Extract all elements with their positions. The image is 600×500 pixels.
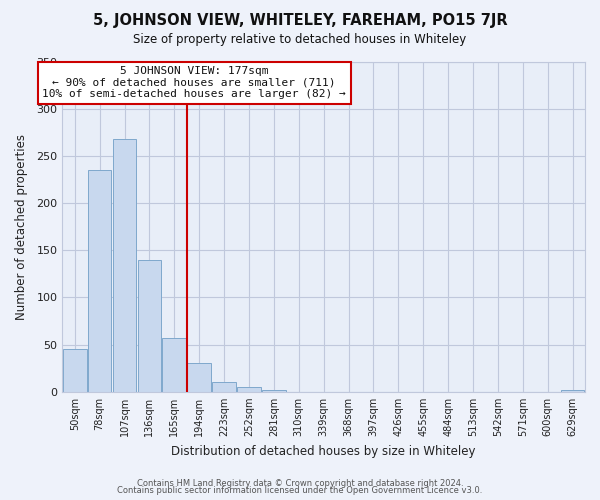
- Bar: [137, 260, 161, 392]
- Text: Contains HM Land Registry data © Crown copyright and database right 2024.: Contains HM Land Registry data © Crown c…: [137, 478, 463, 488]
- Text: Size of property relative to detached houses in Whiteley: Size of property relative to detached ho…: [133, 32, 467, 46]
- Bar: [163, 338, 186, 392]
- Bar: [88, 170, 112, 392]
- Bar: [187, 362, 211, 392]
- Bar: [561, 390, 584, 392]
- Bar: [212, 382, 236, 392]
- X-axis label: Distribution of detached houses by size in Whiteley: Distribution of detached houses by size …: [172, 444, 476, 458]
- Y-axis label: Number of detached properties: Number of detached properties: [15, 134, 28, 320]
- Bar: [113, 139, 136, 392]
- Text: Contains public sector information licensed under the Open Government Licence v3: Contains public sector information licen…: [118, 486, 482, 495]
- Text: 5 JOHNSON VIEW: 177sqm
← 90% of detached houses are smaller (711)
10% of semi-de: 5 JOHNSON VIEW: 177sqm ← 90% of detached…: [43, 66, 346, 100]
- Text: 5, JOHNSON VIEW, WHITELEY, FAREHAM, PO15 7JR: 5, JOHNSON VIEW, WHITELEY, FAREHAM, PO15…: [92, 12, 508, 28]
- Bar: [63, 350, 86, 392]
- Bar: [237, 387, 261, 392]
- Bar: [262, 390, 286, 392]
